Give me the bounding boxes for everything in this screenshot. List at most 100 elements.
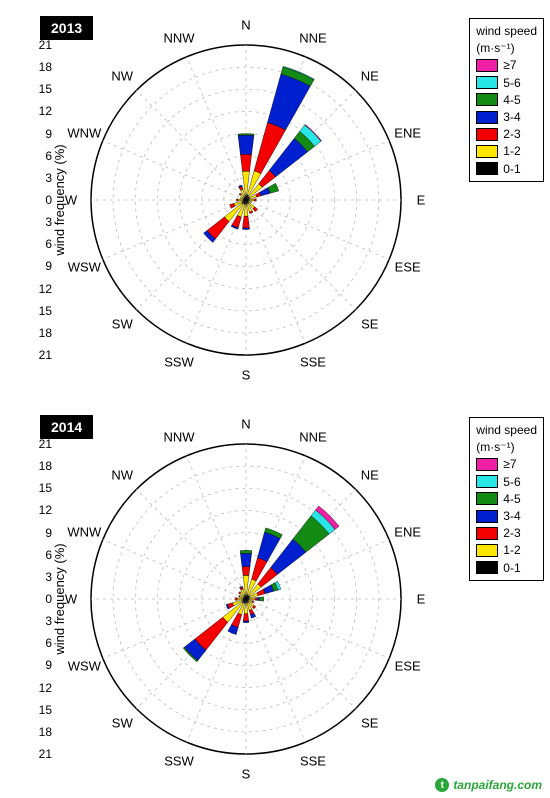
radial-tick-label: 15 [26,481,52,495]
radial-tick-label: 3 [26,215,52,229]
direction-label: NW [111,468,133,483]
watermark-text: tanpaifang.com [453,778,542,792]
legend-label: 1-2 [503,542,520,558]
legend-item: 0-1 [476,161,537,177]
direction-label: N [241,417,250,432]
legend-swatch [476,475,498,488]
direction-label: NW [111,69,133,84]
panel-2013: 2013 wind frequency (%) NNNENEENEEESESES… [0,0,550,399]
legend-label: 4-5 [503,92,520,108]
legend-item: 5-6 [476,474,537,490]
radial-tick-label: 12 [26,282,52,296]
legend-item: 0-1 [476,560,537,576]
radial-tick-label: 21 [26,437,52,451]
direction-label: NNE [299,31,326,46]
legend-swatch [476,145,498,158]
radial-tick-label: 18 [26,326,52,340]
legend-item: 1-2 [476,542,537,558]
legend-label: 2-3 [503,126,520,142]
legend-swatch [476,93,498,106]
direction-label: E [417,592,426,607]
direction-label: SW [112,715,133,730]
radial-tick-label: 6 [26,149,52,163]
direction-label: W [65,592,77,607]
watermark-icon: t [435,778,449,792]
legend-item: 4-5 [476,92,537,108]
legend-swatch [476,527,498,540]
direction-label: ENE [394,525,421,540]
radial-tick-label: 0 [26,592,52,606]
radial-tick-label: 18 [26,459,52,473]
radial-tick-label: 15 [26,82,52,96]
page: 2013 wind frequency (%) NNNENEENEEESESES… [0,0,550,798]
direction-label: ESE [395,658,421,673]
wind-rose-2014: NNNENEENEEESESESSESSSWSWWSWWWNWNWNNW [56,409,436,789]
legend-swatch [476,561,498,574]
legend: wind speed (m·s⁻¹) ≥7 5-64-53-42-31-2 0-1 [469,18,544,182]
legend-item: 3-4 [476,109,537,125]
legend-title: wind speed [476,23,537,39]
legend-label: 5-6 [503,474,520,490]
legend-swatch [476,76,498,89]
radial-tick-label: 12 [26,681,52,695]
direction-label: SE [361,715,378,730]
legend-swatch [476,162,498,175]
legend-label: 0-1 [503,161,520,177]
radial-tick-label: 18 [26,60,52,74]
legend-units: (m·s⁻¹) [476,40,537,56]
direction-label: NE [361,69,379,84]
legend-swatch [476,59,498,72]
legend-label: 3-4 [503,109,520,125]
direction-label: SSE [300,354,326,369]
legend-item: ≥7 [476,57,537,73]
watermark: t tanpaifang.com [435,778,542,792]
radial-tick-label: 6 [26,237,52,251]
radial-tick-label: 0 [26,193,52,207]
legend-label: 2-3 [503,525,520,541]
legend-swatch [476,458,498,471]
direction-label: SW [112,316,133,331]
radial-tick-label: 9 [26,127,52,141]
direction-label: NNW [163,430,194,445]
legend-title: wind speed [476,422,537,438]
legend-item: 2-3 [476,525,537,541]
direction-label: SSW [164,753,194,768]
legend-item: 5-6 [476,75,537,91]
legend-item: 3-4 [476,508,537,524]
radial-tick-label: 21 [26,348,52,362]
direction-label: SSE [300,753,326,768]
legend-label: 0-1 [503,560,520,576]
radial-tick-label: 21 [26,747,52,761]
legend-label: ≥7 [503,57,516,73]
radial-tick-label: 12 [26,104,52,118]
radial-tick-label: 9 [26,526,52,540]
legend-label: 4-5 [503,491,520,507]
legend-label: 1-2 [503,143,520,159]
radial-tick-label: 15 [26,304,52,318]
legend-swatch [476,492,498,505]
radial-tick-label: 21 [26,38,52,52]
direction-label: E [417,193,426,208]
radial-tick-label: 18 [26,725,52,739]
direction-label: ESE [395,259,421,274]
direction-label: S [242,368,251,383]
legend-label: 3-4 [503,508,520,524]
radial-tick-label: 6 [26,636,52,650]
legend-swatch [476,111,498,124]
legend-item: 1-2 [476,143,537,159]
radial-tick-label: 3 [26,171,52,185]
panel-2014: 2014 wind frequency (%) NNNENEENEEESESES… [0,399,550,798]
legend-swatch [476,510,498,523]
direction-label: S [242,767,251,782]
direction-label: WSW [68,658,101,673]
direction-label: NNW [163,31,194,46]
direction-label: ENE [394,126,421,141]
direction-label: NE [361,468,379,483]
radial-tick-label: 3 [26,614,52,628]
legend-item: ≥7 [476,456,537,472]
radial-tick-label: 15 [26,703,52,717]
legend-units: (m·s⁻¹) [476,439,537,455]
radial-tick-label: 9 [26,658,52,672]
direction-label: WSW [68,259,101,274]
legend-swatch [476,544,498,557]
